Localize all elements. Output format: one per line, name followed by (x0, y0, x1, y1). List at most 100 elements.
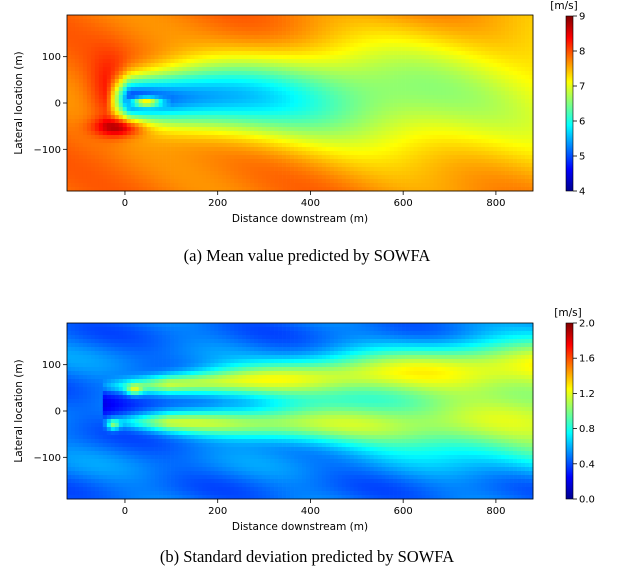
heatmap-cell (505, 79, 510, 84)
heatmap-cell (517, 31, 522, 36)
heatmap-cell (481, 167, 486, 172)
heatmap-cell (94, 159, 100, 164)
heatmap-cell (246, 79, 251, 84)
heatmap-cell (194, 47, 199, 52)
heatmap-cell (317, 183, 323, 188)
heatmap-cell (349, 79, 355, 84)
heatmap-cell (437, 127, 442, 132)
heatmap-cell (118, 131, 124, 136)
heatmap-cell (270, 67, 275, 72)
heatmap-cell (341, 99, 347, 104)
heatmap-cell (445, 23, 450, 28)
heatmap-cell (305, 115, 311, 120)
heatmap-cell (489, 183, 494, 188)
heatmap-cell (489, 95, 494, 100)
heatmap-cell (321, 171, 327, 176)
heatmap-cell (429, 123, 434, 128)
heatmap-cell (389, 175, 394, 180)
heatmap-cell (266, 143, 271, 148)
heatmap-cell (98, 123, 104, 128)
heatmap-cell (357, 103, 363, 108)
heatmap-cell (134, 51, 140, 56)
heatmap-cell (258, 179, 263, 184)
heatmap-cell (294, 127, 299, 132)
heatmap-cell (369, 19, 375, 24)
heatmap-cell (313, 183, 319, 188)
heatmap-cell (242, 59, 247, 64)
heatmap-cell (90, 119, 96, 124)
heatmap-cell (509, 159, 514, 164)
heatmap-cell (393, 103, 398, 108)
heatmap-cell (106, 159, 112, 164)
heatmap-cell (305, 87, 311, 92)
heatmap-cell (218, 139, 223, 144)
heatmap-cell (473, 167, 478, 172)
heatmap-cell (445, 15, 450, 20)
heatmap-cell (154, 159, 159, 164)
heatmap-cell (429, 55, 434, 60)
heatmap-cell (182, 139, 187, 144)
heatmap-cell (198, 55, 203, 60)
heatmap-cell (162, 187, 167, 192)
heatmap-cell (349, 143, 355, 148)
heatmap-cell (150, 91, 155, 96)
heatmap-cell (134, 39, 140, 44)
heatmap-cell (218, 63, 223, 68)
heatmap-cell (493, 171, 498, 176)
heatmap-cell (242, 39, 247, 44)
heatmap-cell (425, 91, 430, 96)
heatmap-cell (98, 99, 104, 104)
heatmap-cell (317, 167, 323, 172)
heatmap-cell (505, 87, 510, 92)
heatmap-cell (154, 15, 159, 20)
heatmap-cell (290, 75, 295, 80)
heatmap-cell (461, 95, 466, 100)
heatmap-cell (206, 103, 211, 108)
heatmap-cell (266, 43, 271, 48)
heatmap-cell (317, 39, 323, 44)
heatmap-cell (517, 67, 522, 72)
heatmap-cell (186, 63, 191, 68)
heatmap-cell (230, 159, 235, 164)
heatmap-cell (349, 43, 355, 48)
heatmap-cell (333, 47, 339, 52)
heatmap-cell (345, 99, 351, 104)
heatmap-cell (505, 47, 510, 52)
heatmap-cell (481, 71, 486, 76)
heatmap-cell (349, 139, 355, 144)
heatmap-cell (67, 167, 72, 172)
heatmap-cell (174, 131, 179, 136)
heatmap-cell (321, 183, 327, 188)
heatmap-cell (98, 127, 104, 132)
heatmap-cell (246, 55, 251, 60)
heatmap-cell (365, 175, 371, 180)
heatmap-cell (298, 107, 303, 112)
heatmap-cell (421, 175, 426, 180)
heatmap-cell (401, 67, 406, 72)
heatmap-cell (361, 95, 367, 100)
heatmap-cell (353, 79, 359, 84)
heatmap-cell (329, 131, 335, 136)
heatmap-cell (130, 99, 136, 104)
heatmap-cell (345, 155, 351, 160)
heatmap-cell (158, 47, 163, 52)
heatmap-cell (493, 103, 498, 108)
heatmap-cell (70, 123, 76, 128)
heatmap-cell (266, 187, 271, 192)
heatmap-cell (461, 43, 466, 48)
heatmap-cell (202, 179, 207, 184)
heatmap-cell (154, 91, 159, 96)
heatmap-cell (485, 175, 490, 180)
heatmap-cell (122, 79, 128, 84)
heatmap-cell (218, 47, 223, 52)
heatmap-cell (409, 131, 414, 136)
heatmap-cell (493, 63, 498, 68)
heatmap-cell (325, 67, 331, 72)
heatmap-cell (274, 63, 279, 68)
heatmap-cell (369, 103, 375, 108)
heatmap-cell (166, 147, 171, 152)
heatmap-cell (198, 163, 203, 168)
heatmap-cell (317, 155, 323, 160)
heatmap-cell (98, 171, 104, 176)
heatmap-cell (174, 159, 179, 164)
